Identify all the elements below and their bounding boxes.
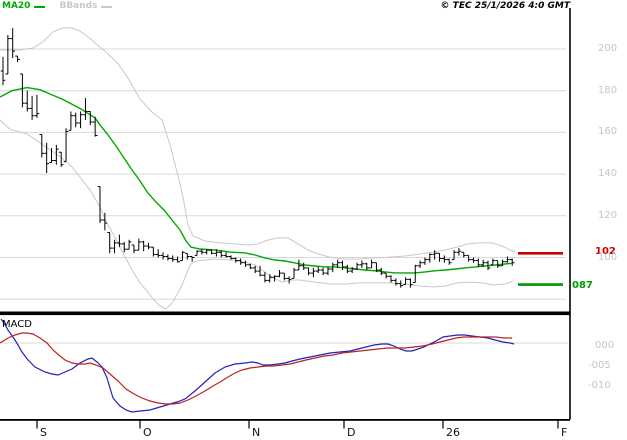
copyright-timestamp: © TEC 25/1/2026 4:0 GMT xyxy=(440,1,570,11)
price-axis-label: 140 xyxy=(598,168,618,180)
bbands-legend-label: BBands xyxy=(59,1,98,11)
macd-signal-line xyxy=(0,332,512,405)
price-axis-label: 180 xyxy=(598,84,618,96)
bollinger-upper-line xyxy=(0,27,516,260)
support-level-label: 087 xyxy=(572,279,593,291)
macd-line xyxy=(0,318,515,413)
time-axis-label: F xyxy=(561,426,568,439)
ma20-legend-swatch xyxy=(34,5,46,8)
time-axis-label: O xyxy=(143,426,152,439)
resistance-level-label: 102 xyxy=(595,246,616,258)
price-axis-label: 100 xyxy=(598,251,618,263)
time-axis-label: S xyxy=(40,426,47,439)
time-axis-label: 26 xyxy=(446,426,460,439)
bbands-legend-swatch xyxy=(101,5,113,8)
time-axis-label: D xyxy=(347,426,356,439)
price-axis-label: 200 xyxy=(598,43,618,54)
price-axis-label: 160 xyxy=(598,126,618,138)
macd-axis-label: -010 xyxy=(588,380,611,391)
ma20-line xyxy=(0,86,513,274)
x-axis-line xyxy=(0,419,570,421)
macd-axis-label: 000 xyxy=(595,340,615,351)
panel-divider xyxy=(0,311,570,316)
macd-panel-label: MACD xyxy=(2,319,32,330)
chart-legend: MA20 BBands xyxy=(2,2,122,11)
ma20-legend-label: MA20 xyxy=(2,1,31,11)
bollinger-lower-line xyxy=(0,119,514,310)
time-axis-label: N xyxy=(252,426,261,439)
price-axis-label: 120 xyxy=(598,209,618,221)
macd-axis-label: -005 xyxy=(588,360,611,371)
candlesticks xyxy=(0,28,515,288)
